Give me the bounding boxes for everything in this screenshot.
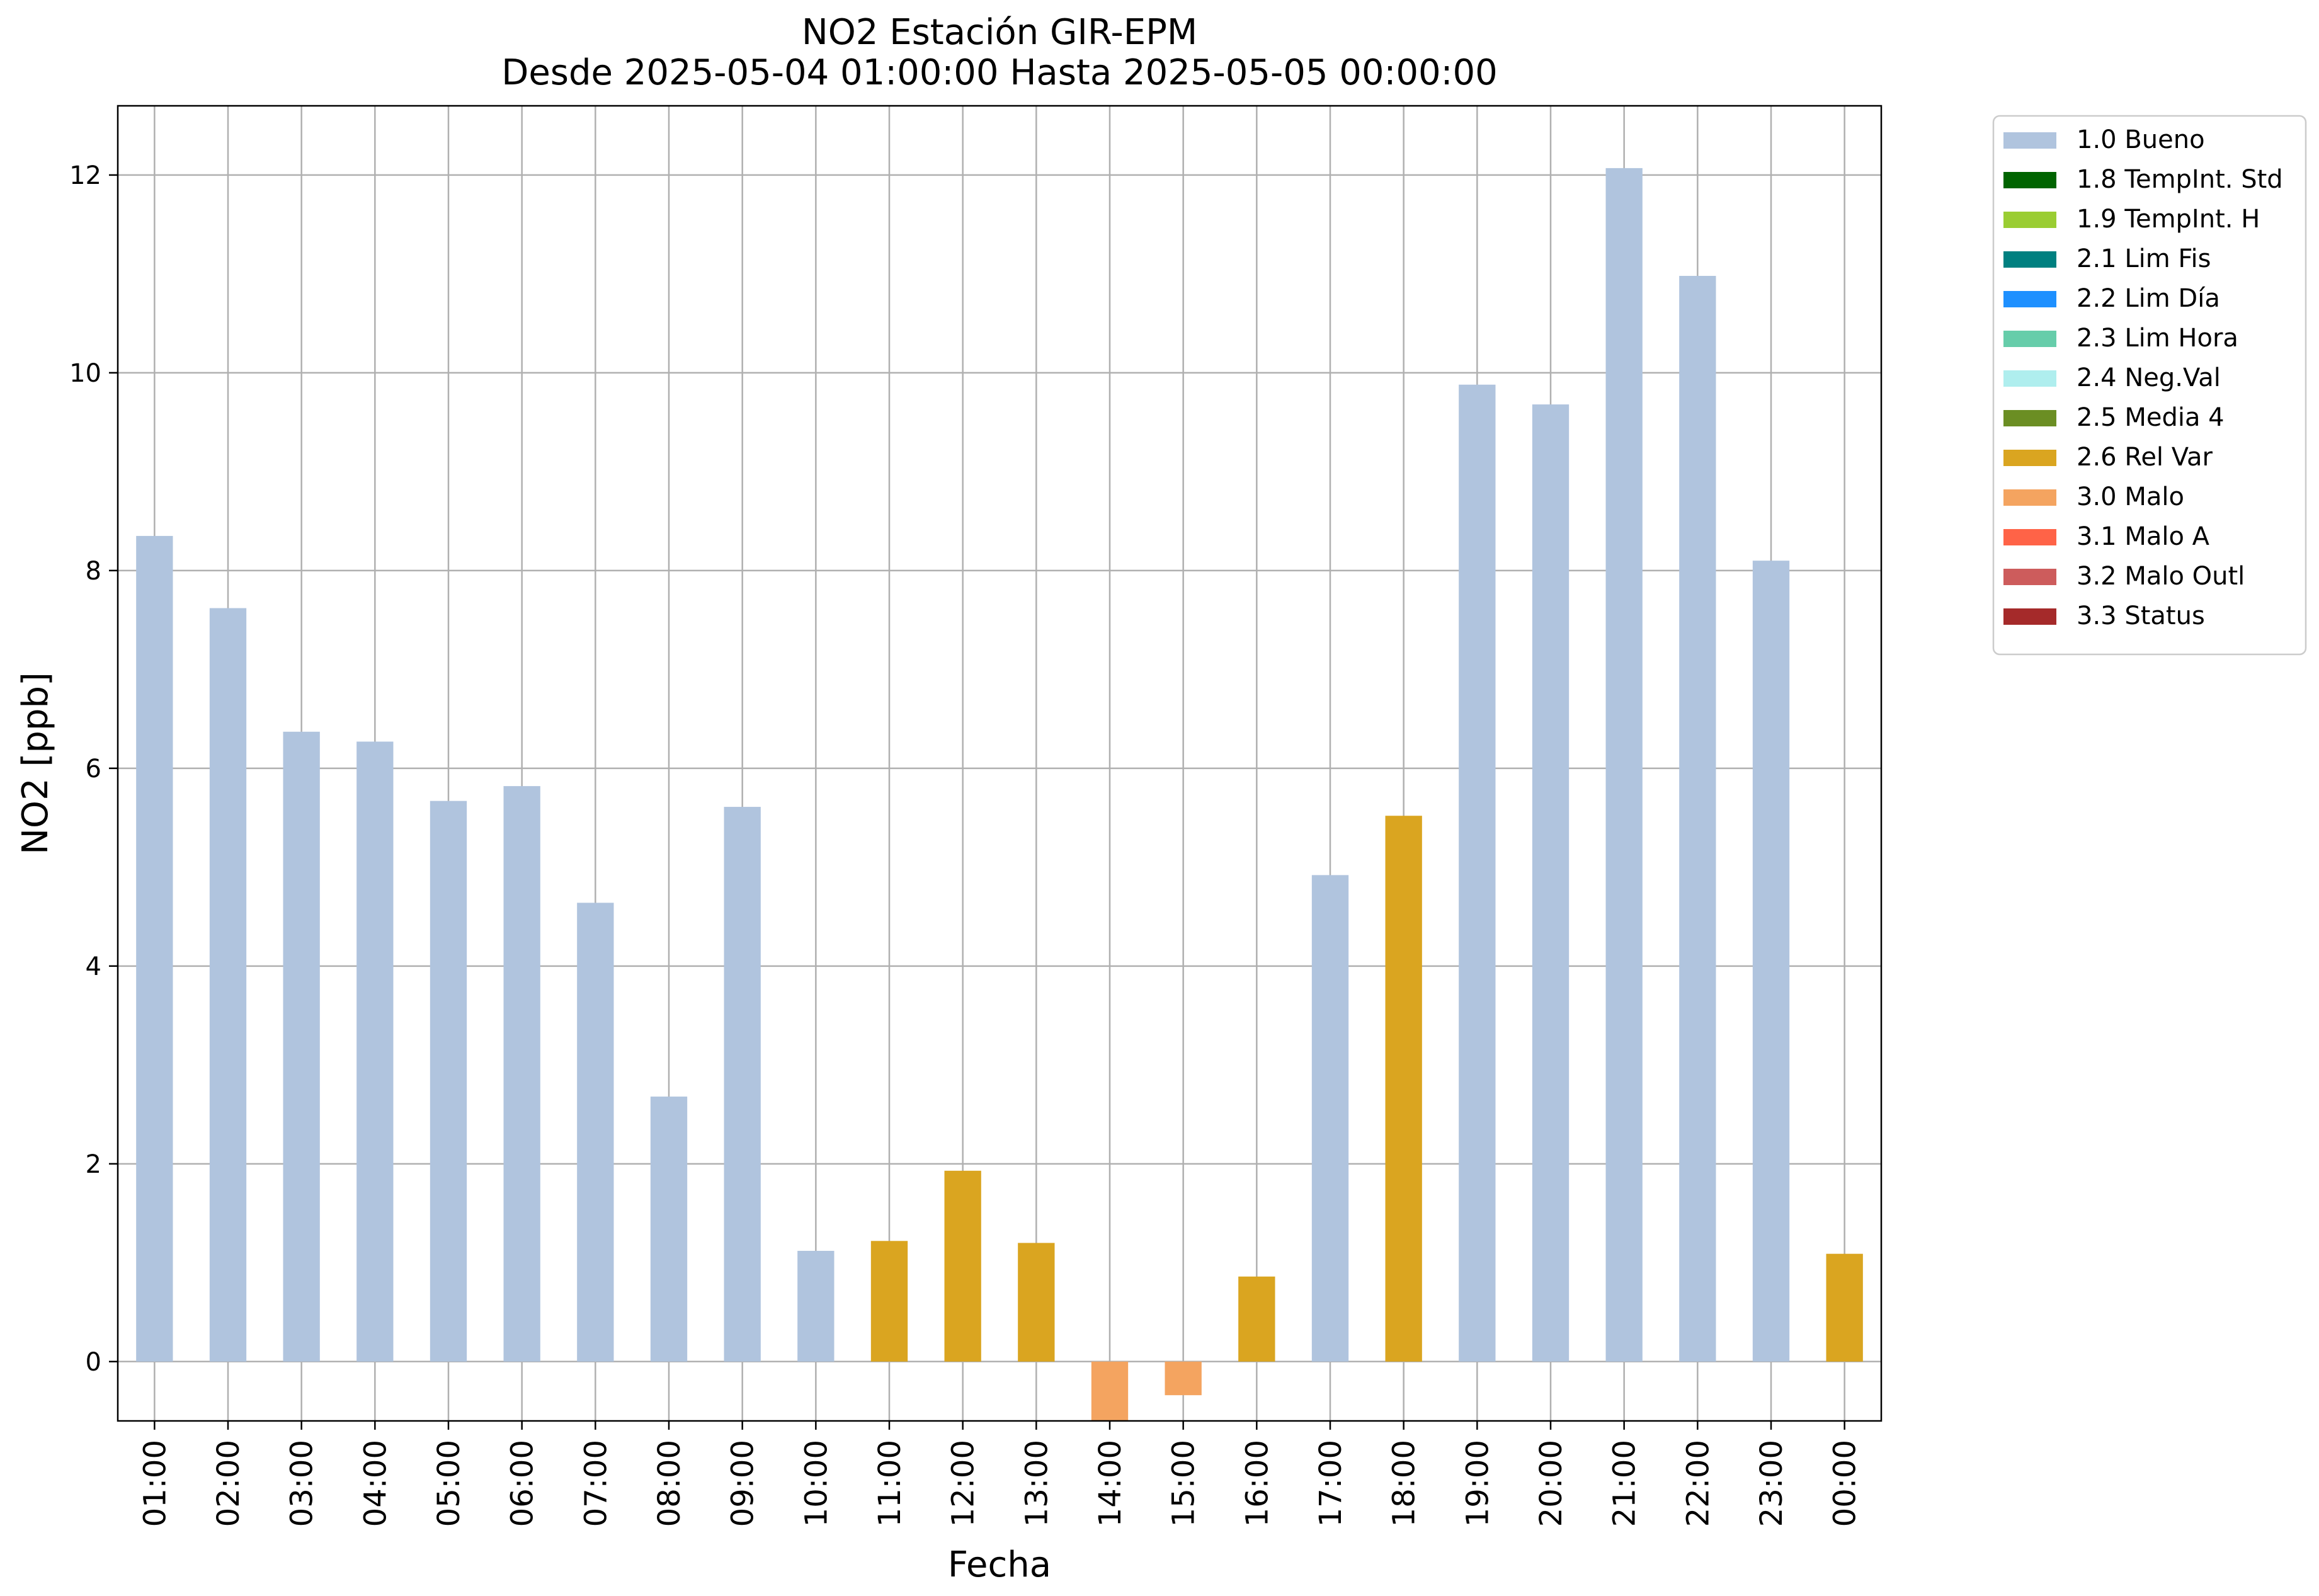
legend-swatch [2003,212,2056,228]
legend-item-label: 2.1 Lim Fis [2077,244,2211,273]
legend-item-label: 2.4 Neg.Val [2077,363,2221,392]
bar-2000 [1532,404,1570,1362]
y-tick-label: 10 [69,359,101,388]
x-tick-label: 17:00 [1313,1440,1348,1527]
legend-item-label: 3.0 Malo [2077,482,2184,511]
y-tick-label: 6 [86,755,101,784]
bar-0100 [136,535,173,1362]
x-tick-label: 02:00 [211,1440,246,1527]
bar-1800 [1385,816,1422,1362]
legend-swatch [2003,569,2056,585]
bar-1500 [1165,1361,1202,1396]
y-tick-label: 4 [86,952,101,981]
bar-2100 [1605,168,1643,1362]
x-tick-label: 13:00 [1019,1440,1054,1527]
chart-title-line-2: Desde 2025-05-04 01:00:00 Hasta 2025-05-… [501,52,1498,93]
bar-1000 [797,1250,835,1362]
plot-frame [117,105,1883,1422]
bar-1100 [870,1241,908,1362]
bar-0400 [356,741,394,1362]
x-tick-label: 20:00 [1534,1440,1569,1527]
y-axis: 0 2 4 6 8 10 12 [69,161,118,1377]
x-tick-label: 07:00 [578,1440,613,1527]
legend-swatch [2003,331,2056,347]
bars [136,168,1863,1421]
bar-0800 [650,1097,688,1362]
legend-swatch [2003,291,2056,307]
x-tick-label: 18:00 [1387,1440,1422,1527]
x-tick-label: 01:00 [137,1440,173,1527]
bar-0300 [283,731,320,1362]
x-tick-label: 03:00 [285,1440,320,1527]
legend-swatch [2003,370,2056,387]
legend-swatch [2003,608,2056,625]
legend-item-label: 1.9 TempInt. H [2077,205,2260,234]
legend-item-label: 3.3 Status [2077,601,2205,630]
legend-item-label: 1.8 TempInt. Std [2077,165,2283,194]
legend-swatch [2003,450,2056,466]
bar-0600 [503,786,540,1362]
x-axis: 01:00 02:00 03:00 04:00 05:00 06:00 07:00 08:00… [137,1421,1863,1527]
legend-swatch [2003,489,2056,506]
x-tick-label: 06:00 [505,1440,540,1527]
x-tick-label: 15:00 [1166,1440,1202,1527]
legend-swatch [2003,529,2056,545]
x-tick-label: 00:00 [1828,1440,1863,1527]
y-tick-label: 8 [86,557,101,586]
legend-item-label: 3.2 Malo Outl [2077,562,2245,591]
bar-0000 [1826,1253,1863,1362]
x-tick-label: 08:00 [652,1440,687,1527]
legend-item-label: 2.3 Lim Hora [2077,324,2238,353]
x-tick-label: 05:00 [431,1440,467,1527]
x-tick-label: 04:00 [358,1440,393,1527]
legend-item-label: 2.5 Media 4 [2077,403,2225,432]
x-tick-label: 10:00 [799,1440,834,1527]
bar-1200 [944,1170,981,1362]
legend-item-label: 1.0 Bueno [2077,125,2205,154]
bar-1300 [1018,1243,1055,1362]
x-tick-label: 23:00 [1754,1440,1789,1527]
bar-2200 [1679,276,1716,1362]
x-tick-label: 14:00 [1093,1440,1128,1527]
legend-swatch [2003,132,2056,149]
x-tick-label: 09:00 [726,1440,761,1527]
bar-0900 [724,807,761,1362]
bar-0700 [577,903,614,1362]
chart-title-line-1: NO2 Estación GIR-EPM [802,12,1197,53]
y-axis-label: NO2 [ppb] [15,672,56,855]
legend-swatch [2003,410,2056,426]
x-axis-label: Fecha [948,1544,1051,1585]
bar-2300 [1752,561,1790,1362]
bar-1400 [1091,1361,1129,1421]
x-tick-label: 19:00 [1460,1440,1495,1527]
x-tick-label: 16:00 [1239,1440,1275,1527]
bar-0200 [209,608,247,1362]
x-tick-label: 11:00 [872,1440,908,1527]
legend-swatch [2003,172,2056,188]
legend-item-label: 2.2 Lim Día [2077,284,2220,313]
bar-1700 [1311,875,1349,1362]
x-tick-label: 22:00 [1680,1440,1716,1527]
bar-1600 [1238,1276,1275,1362]
bar-1900 [1459,384,1496,1362]
legend-item-label: 2.6 Rel Var [2077,443,2213,472]
x-tick-label: 12:00 [946,1440,981,1527]
legend: 1.0 Bueno 1.8 TempInt. Std 1.9 TempInt. H 2… [1992,115,2307,656]
y-tick-label: 0 [86,1348,101,1377]
y-tick-label: 12 [69,161,101,190]
legend-item-label: 3.1 Malo A [2077,522,2210,551]
y-tick-label: 2 [86,1150,101,1179]
legend-swatch [2003,251,2056,268]
x-tick-label: 21:00 [1607,1440,1643,1527]
legend-frame [1992,115,2307,656]
bar-0500 [430,801,467,1362]
